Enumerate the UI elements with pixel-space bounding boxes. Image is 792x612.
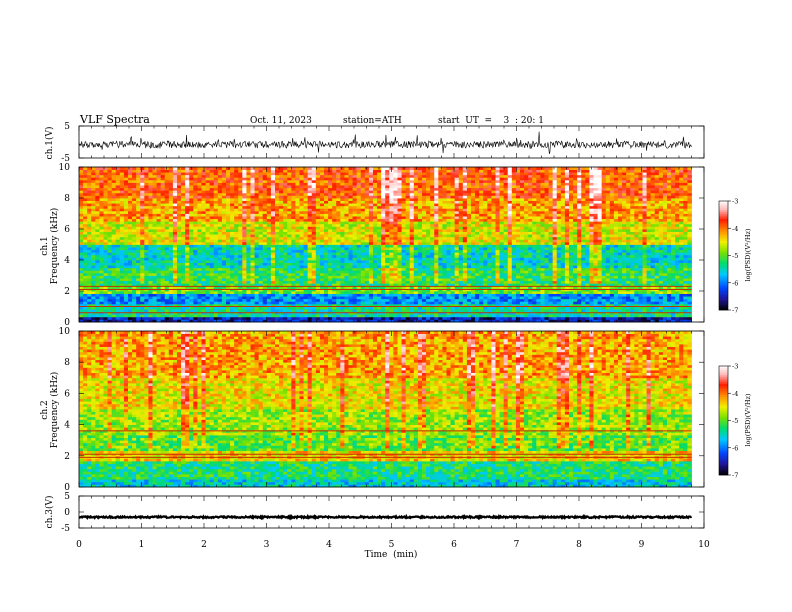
ch1-spectrogram-ytick-8: 8 — [64, 194, 70, 204]
ch1-waveform-ylabel: ch.1(V) — [44, 127, 55, 160]
ch1-spectrogram-colorbar: -3 -4 -5 -6 -7 — [718, 198, 738, 315]
ch2-spectrogram-ytick-10: 10 — [59, 327, 71, 337]
ch2-spectrogram-ytick-4: 4 — [64, 421, 70, 431]
ch2-spectrogram-ylabel-line2: Frequency (kHz) — [49, 372, 60, 449]
ch3-waveform-trace — [78, 513, 693, 521]
date-label: Oct. 11, 2023 — [250, 116, 312, 126]
ch2-spectrogram-ytick-6: 6 — [64, 389, 70, 399]
ch3-waveform-ytick-5: 5 — [64, 492, 70, 502]
x-tick-8: 8 — [576, 540, 582, 550]
station-label: station=ATH — [343, 116, 402, 126]
ch2-spectrogram-ytick-0: 0 — [64, 483, 70, 493]
ch1-spectrogram-heatmap — [79, 167, 692, 323]
ch2-spectrogram-colorbar-tick--4: -4 — [732, 390, 738, 398]
ch2-spectrogram-ytick-2: 2 — [64, 452, 70, 462]
ch1-spectrogram-ylabel-line1: ch.1 — [40, 236, 50, 255]
figure-title: VLF Spectra — [79, 113, 150, 126]
x-tick-6: 6 — [451, 540, 457, 550]
ch1-waveform-panel: 5 -5 — [61, 122, 705, 164]
ch2-spectrogram-colorbar-tick--5: -5 — [732, 417, 738, 425]
ch1-spectrogram-panel: 0 2 4 6 8 10 -3 -4 -5 -6 -7 — [59, 163, 739, 328]
x-tick-4: 4 — [326, 540, 332, 550]
ch1-spectrogram-ytick-10: 10 — [59, 163, 71, 173]
ch3-waveform-ytick--5: -5 — [61, 524, 70, 534]
ch2-spectrogram-colorbar-tick--7: -7 — [732, 472, 738, 480]
x-tick-3: 3 — [264, 540, 270, 550]
ch1-spectrogram-ylabel-line2: Frequency (kHz) — [49, 208, 60, 285]
ch3-waveform-panel: 5 0 -5 — [61, 492, 705, 534]
ch1-spectrogram-colorbar-tick--4: -4 — [732, 225, 738, 233]
ch2-spectrogram-colorbar: -3 -4 -5 -6 -7 — [718, 363, 738, 480]
x-tick-0: 0 — [76, 540, 82, 550]
ch2-spectrogram-panel: 0 2 4 6 8 10 -3 -4 -5 -6 -7 — [59, 327, 739, 493]
x-tick-10: 10 — [698, 540, 710, 550]
x-tick-9: 9 — [639, 540, 645, 550]
ch3-waveform-ytick-0: 0 — [64, 508, 70, 518]
ch1-spectrogram-ytick-0: 0 — [64, 318, 70, 328]
x-axis-ticks: 0 1 2 3 4 5 6 7 8 9 10 — [76, 540, 710, 550]
ch1-spectrogram-ytick-6: 6 — [64, 225, 70, 235]
ch2-spectrogram-heatmap — [79, 331, 692, 488]
ch3-waveform-ylabel: ch.3(V) — [44, 496, 55, 529]
ch1-waveform-ytick-5: 5 — [64, 122, 70, 132]
ch1-colorbar-label: log(PSD)(V²/Hz) — [744, 228, 752, 281]
x-tick-7: 7 — [514, 540, 520, 550]
x-tick-2: 2 — [201, 540, 207, 550]
ch1-waveform-trace — [78, 131, 692, 154]
ch2-spectrogram-colorbar-tick--6: -6 — [732, 444, 738, 452]
start-time-label: start UT = 3 : 20: 1 — [438, 116, 544, 126]
x-tick-5: 5 — [389, 540, 395, 550]
ch1-spectrogram-colorbar-tick--6: -6 — [732, 279, 738, 287]
x-axis-label: Time (min) — [365, 549, 418, 560]
ch1-spectrogram-ytick-4: 4 — [64, 256, 70, 266]
ch2-colorbar-label: log(PSD)(V²/Hz) — [744, 393, 752, 446]
ch1-spectrogram-colorbar-tick--5: -5 — [732, 252, 738, 260]
ch1-spectrogram-ytick-2: 2 — [64, 287, 70, 297]
ch2-spectrogram-ylabel-line1: ch.2 — [40, 400, 50, 419]
ch2-spectrogram-ytick-8: 8 — [64, 358, 70, 368]
ch1-waveform-ytick--5: -5 — [61, 154, 70, 164]
ch1-spectrogram-colorbar-tick--7: -7 — [732, 307, 738, 315]
x-tick-1: 1 — [139, 540, 145, 550]
ch1-spectrogram-colorbar-tick--3: -3 — [732, 198, 738, 206]
ch2-spectrogram-colorbar-tick--3: -3 — [732, 363, 738, 371]
